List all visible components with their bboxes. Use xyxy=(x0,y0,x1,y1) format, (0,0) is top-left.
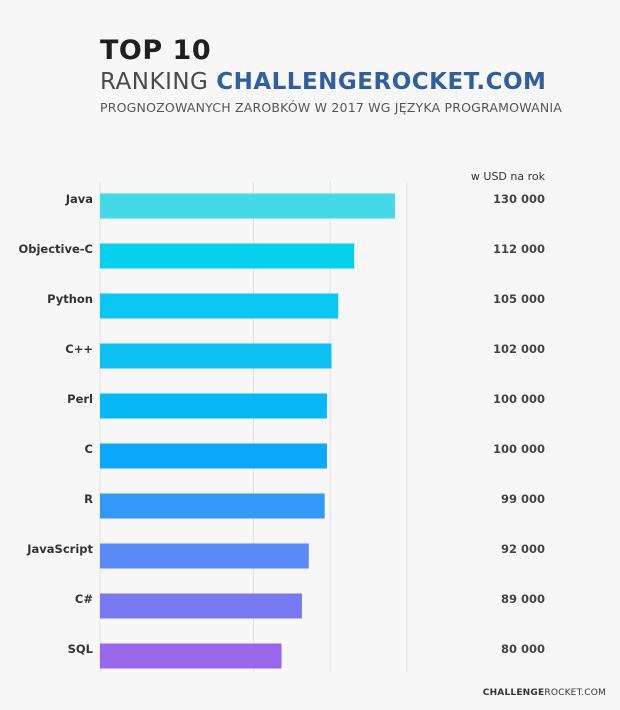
bar xyxy=(100,593,302,619)
category-label: C xyxy=(85,442,93,456)
value-label: 112 000 xyxy=(493,242,545,256)
category-label: Perl xyxy=(67,392,93,406)
value-label: 89 000 xyxy=(501,592,545,606)
chart-header: TOP 10 RANKING CHALLENGEROCKET.COM PROGN… xyxy=(100,36,600,116)
category-label: JavaScript xyxy=(26,542,93,556)
value-label: 92 000 xyxy=(501,542,545,556)
category-label: C++ xyxy=(65,342,93,356)
bar xyxy=(100,443,327,469)
footer-brand-bold: CHALLENGE xyxy=(482,688,545,698)
bar xyxy=(100,493,325,519)
unit-label: w USD na rok xyxy=(471,170,546,183)
category-label: R xyxy=(84,492,93,506)
chart-subtitle: PROGNOZOWANYCH ZAROBKÓW W 2017 WG JĘZYKA… xyxy=(100,100,563,115)
bar xyxy=(100,643,282,669)
bar xyxy=(100,293,339,319)
bar xyxy=(100,243,355,269)
title-ranking-word: RANKING xyxy=(100,69,209,95)
bar xyxy=(100,193,395,219)
footer-brand-rest: ROCKET.COM xyxy=(544,688,606,698)
category-label: SQL xyxy=(68,642,94,656)
value-label: 80 000 xyxy=(501,642,545,656)
category-label: Python xyxy=(47,292,93,306)
bar xyxy=(100,543,309,569)
value-label: 99 000 xyxy=(501,492,545,506)
chart-title-line1: TOP 10 xyxy=(100,35,212,66)
category-label: Java xyxy=(65,192,93,206)
footer-brand: CHALLENGEROCKET.COM xyxy=(483,688,606,698)
chart-title-line2: RANKING CHALLENGEROCKET.COM xyxy=(100,68,600,96)
value-label: 100 000 xyxy=(493,392,545,406)
value-label: 102 000 xyxy=(493,342,545,356)
category-label: Objective-C xyxy=(18,242,93,256)
category-label: C# xyxy=(75,592,93,606)
title-brand: CHALLENGEROCKET.COM xyxy=(216,69,547,95)
bar xyxy=(100,343,332,369)
value-label: 130 000 xyxy=(493,192,545,206)
value-label: 105 000 xyxy=(493,292,545,306)
value-label: 100 000 xyxy=(493,442,545,456)
bar xyxy=(100,393,327,419)
